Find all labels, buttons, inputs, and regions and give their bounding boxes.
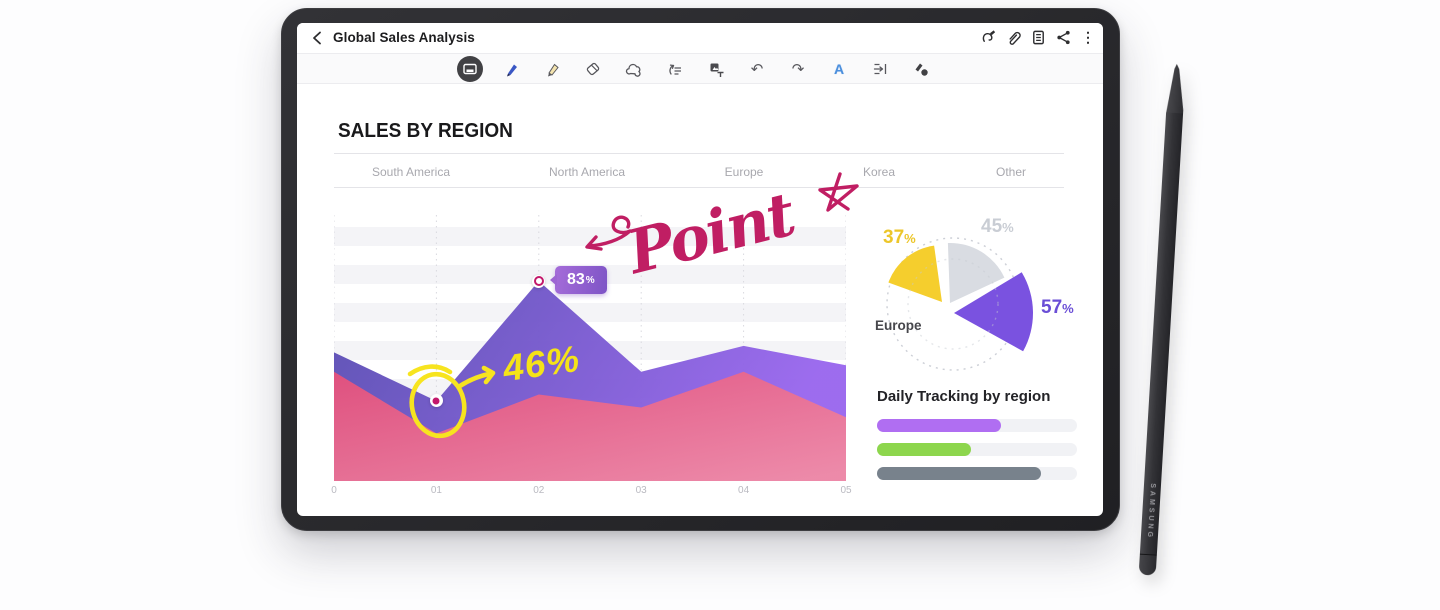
convert-to-text-icon	[669, 64, 681, 75]
handwriting-assist-tool[interactable]: A	[826, 56, 852, 82]
text-spacing-tool[interactable]	[867, 56, 893, 82]
highlighter-icon	[548, 63, 559, 77]
handwriting-assist-icon: A	[833, 61, 845, 77]
x-tick-label: 0	[331, 485, 337, 496]
pie-label-37: 37%	[883, 227, 916, 248]
spen-gesture-icon[interactable]	[979, 28, 997, 46]
text-spacing-icon	[873, 63, 887, 75]
tab-other[interactable]: Other	[995, 165, 1027, 179]
crimson-star-doodle	[818, 172, 859, 212]
tab-north-america[interactable]: North America	[548, 165, 626, 179]
pie-label-57: 57%	[1041, 297, 1074, 318]
chevron-left-icon	[313, 31, 321, 45]
drawing-toolbar: ↶ ↷ A	[297, 53, 1103, 84]
daily-tracking-title: Daily Tracking by region	[877, 388, 1051, 405]
tablet-device: Global Sales Analysis	[281, 8, 1120, 531]
more-icon[interactable]: ⋮	[1081, 29, 1095, 45]
redo-icon: ↷	[791, 59, 805, 78]
convert-to-text-tool[interactable]	[662, 56, 688, 82]
share-icon[interactable]	[1054, 28, 1072, 46]
tab-south-america[interactable]: South America	[371, 165, 451, 179]
data-point-83	[532, 274, 546, 288]
progress-bar-gray	[877, 467, 1041, 480]
s-pen-tip	[1166, 63, 1186, 114]
eraser-icon	[586, 62, 600, 76]
x-tick-label: 03	[635, 485, 647, 496]
pie-chart	[886, 237, 1033, 371]
progress-bar-track	[877, 467, 1077, 480]
title-bar-actions: ⋮	[979, 28, 1097, 46]
chart-title: SALES BY REGION	[338, 120, 513, 142]
undo-icon: ↶	[750, 59, 764, 78]
pie-caption-europe: Europe	[875, 318, 922, 333]
pen-tool[interactable]	[498, 56, 524, 82]
pie-wedges	[888, 242, 1033, 352]
progress-bar-green	[877, 443, 971, 456]
pie-slice	[947, 242, 1005, 303]
divider	[334, 153, 1064, 154]
insert-text-tool[interactable]	[703, 56, 729, 82]
title-bar: Global Sales Analysis	[297, 23, 1103, 53]
progress-bar-track	[877, 419, 1077, 432]
x-tick-label: 01	[430, 485, 442, 496]
tab-korea[interactable]: Korea	[862, 165, 896, 179]
pie-slice	[888, 245, 942, 302]
lasso-select-icon	[625, 63, 641, 77]
pen-style-icon	[915, 63, 928, 76]
progress-bar-track	[877, 443, 1077, 456]
value-badge: 83 %	[549, 266, 607, 294]
card-view-tool[interactable]	[457, 56, 483, 82]
page-title: Global Sales Analysis	[333, 30, 475, 45]
back-button[interactable]	[309, 29, 327, 47]
card-view-icon	[463, 63, 477, 75]
x-tick-label: 05	[840, 485, 852, 496]
progress-bar-purple	[877, 419, 1001, 432]
pen-icon	[507, 64, 517, 77]
s-pen-body	[1139, 112, 1184, 556]
s-pen: SAMSUNG	[1138, 63, 1186, 576]
x-tick-label: 04	[738, 485, 750, 496]
pie-label-45: 45%	[981, 216, 1014, 237]
pie-inner-dotted	[907, 258, 999, 350]
reader-view-icon[interactable]	[1029, 28, 1047, 46]
pen-style-tool[interactable]	[908, 56, 934, 82]
undo-button[interactable]: ↶	[744, 56, 770, 82]
lasso-select-tool[interactable]	[621, 56, 647, 82]
eraser-tool[interactable]	[580, 56, 606, 82]
x-tick-label: 02	[533, 485, 545, 496]
pie-slice	[954, 272, 1033, 352]
insert-text-icon	[710, 63, 724, 77]
attach-icon[interactable]	[1004, 28, 1022, 46]
highlighter-tool[interactable]	[539, 56, 565, 82]
divider	[334, 187, 1064, 188]
series-pink	[334, 371, 846, 481]
s-pen-cap	[1138, 553, 1157, 576]
tab-europe[interactable]: Europe	[724, 165, 764, 179]
tablet-screen: Global Sales Analysis	[297, 23, 1103, 516]
redo-button[interactable]: ↷	[785, 56, 811, 82]
